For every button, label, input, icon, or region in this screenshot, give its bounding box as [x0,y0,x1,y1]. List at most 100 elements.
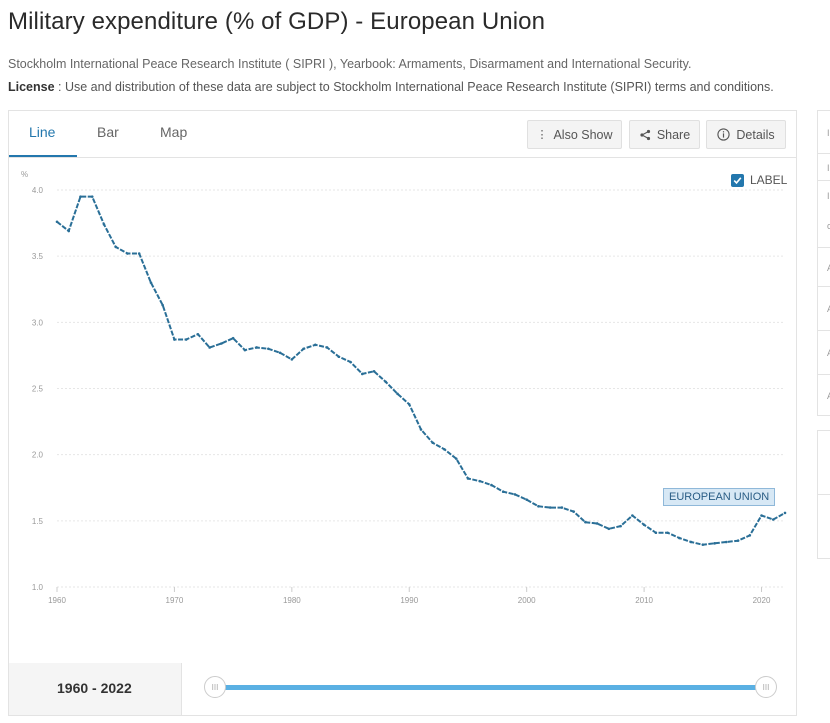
data-point [314,343,317,347]
range-track[interactable] [215,685,765,690]
data-point [584,520,587,524]
data-point [689,540,693,544]
data-point [79,195,82,198]
chart-panel: Line Bar Map ⋮ Also Show Share Details %… [8,110,797,665]
data-point [184,338,188,341]
data-point [619,524,622,528]
range-slider[interactable]: III III [182,663,796,715]
data-point [654,531,658,535]
data-point [67,229,71,233]
data-point [90,195,94,198]
side-item[interactable] [817,494,830,559]
year-range-text: 1960 - 2022 [57,680,132,696]
data-point [243,348,247,352]
share-label: Share [656,127,691,142]
label-toggle[interactable]: LABEL [731,173,787,187]
page-title: Military expenditure (% of GDP) - Europe… [8,8,546,35]
data-point [255,346,258,349]
data-point [454,457,458,460]
tab-map[interactable]: Map [160,124,188,140]
data-point [537,504,540,508]
data-point [149,281,153,284]
data-point [302,347,305,351]
y-tick-label: 1.5 [32,517,44,526]
y-tick-label: 1.0 [32,583,44,592]
data-point [360,372,364,376]
also-show-button[interactable]: ⋮ Also Show [527,120,622,149]
data-point [595,522,599,525]
data-point [349,360,352,364]
side-item[interactable]: I [817,110,830,154]
active-tab-indicator [9,155,77,157]
data-point [161,303,164,307]
data-point [736,539,740,542]
data-point [267,347,270,351]
x-tick-label: 1990 [400,596,418,605]
data-point [548,506,552,509]
y-tick-label: 2.5 [32,385,44,394]
data-point [102,223,106,226]
data-point [173,338,176,341]
tab-bar[interactable]: Bar [97,124,119,140]
tabbar-divider [9,157,796,158]
data-point [701,543,705,546]
range-start-handle[interactable]: III [204,676,226,698]
data-point [572,510,575,513]
data-point [607,527,611,531]
label-toggle-text: LABEL [750,173,788,187]
side-item[interactable]: A [817,286,830,331]
data-point [466,477,470,480]
line-chart: % 1.0 1.5 2.0 2.5 3.0 3.5 4.0 1960 1970 1980 1990 20… [21,170,787,605]
data-point [220,342,223,345]
data-point [208,346,211,349]
side-item[interactable]: A [817,330,830,375]
more-vertical-icon: ⋮ [536,129,548,141]
data-point [137,252,141,255]
data-point [490,483,493,487]
range-divider [181,663,182,715]
data-point [196,332,200,336]
data-point [114,245,118,249]
data-point [713,542,716,545]
data-point [419,428,423,431]
data-point [290,358,294,361]
share-icon [640,129,650,140]
data-point [501,490,505,494]
details-label: Details [736,127,775,142]
license-label: License [8,80,55,94]
data-point [407,403,411,406]
data-point [372,369,376,373]
data-point [771,518,775,521]
details-button[interactable]: Details [706,120,786,149]
y-tick-label: 2.0 [32,451,44,460]
share-button[interactable]: Share [629,120,700,149]
data-point [513,493,517,496]
data-point [748,534,752,537]
series-label: EUROPEAN UNION [663,488,776,506]
data-point [325,346,329,349]
checkbox-checked-icon[interactable] [731,173,744,187]
data-point [337,355,341,359]
side-item[interactable]: A [817,374,830,416]
license-body: : Use and distribution of these data are… [54,80,774,94]
also-show-label: Also Show [553,127,613,142]
x-tick-label: 2010 [635,596,653,605]
data-point [443,448,446,451]
side-item[interactable] [817,430,830,495]
x-tick-label: 1970 [166,596,184,605]
side-item[interactable]: I [817,153,830,181]
data-point [231,336,235,340]
range-end-handle[interactable]: III [755,676,777,698]
data-point [560,506,564,509]
info-icon [717,128,731,141]
x-tick-label: 1960 [48,596,66,605]
year-range-bar: 1960 - 2022 III III [8,663,797,716]
tab-line[interactable]: Line [29,124,56,140]
y-tick-label: 3.5 [32,252,44,261]
data-point [783,511,787,515]
data-point [760,514,763,517]
data-point [525,498,528,501]
data-point [631,514,634,517]
side-item[interactable]: A [817,247,830,287]
side-item[interactable]: I c [817,180,830,248]
